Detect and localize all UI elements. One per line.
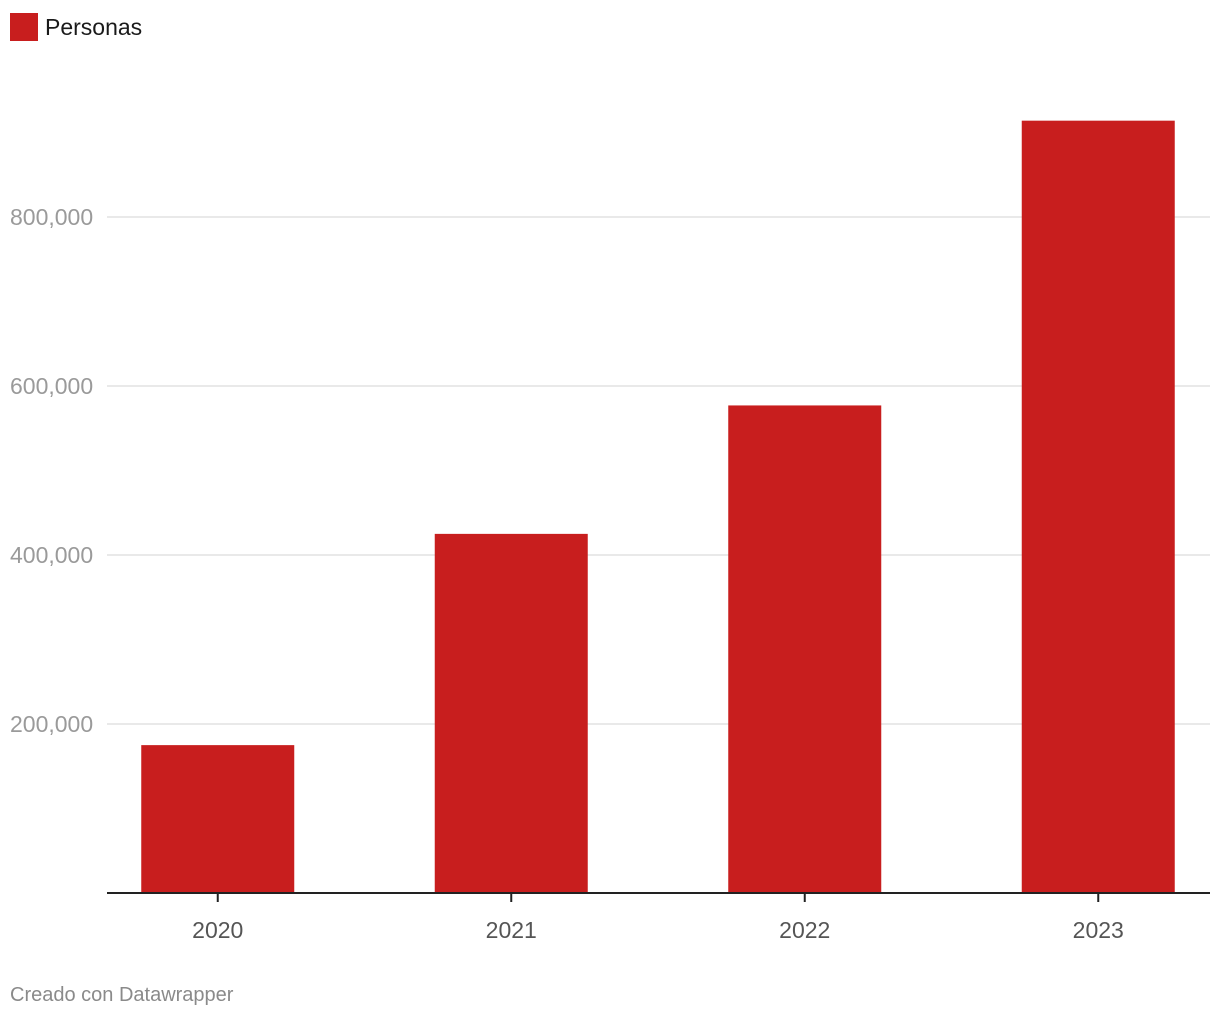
bar-2020 xyxy=(141,745,295,893)
y-tick-label: 400,000 xyxy=(10,542,93,568)
bar-2021 xyxy=(434,533,588,893)
x-tick-label: 2021 xyxy=(486,917,537,943)
y-tick-label: 600,000 xyxy=(10,373,93,399)
bar-2023 xyxy=(1021,120,1175,894)
legend-label: Personas xyxy=(45,13,143,40)
legend: Personas xyxy=(10,13,142,41)
bar-2022 xyxy=(728,405,882,893)
x-tick-label: 2023 xyxy=(1073,917,1124,943)
legend-swatch xyxy=(10,13,38,41)
x-tick-label: 2020 xyxy=(192,917,243,943)
x-tick-label: 2022 xyxy=(779,917,830,943)
y-tick-label: 200,000 xyxy=(10,711,93,737)
footer-credit: Creado con Datawrapper xyxy=(10,984,234,1006)
y-tick-label: 800,000 xyxy=(10,204,93,230)
